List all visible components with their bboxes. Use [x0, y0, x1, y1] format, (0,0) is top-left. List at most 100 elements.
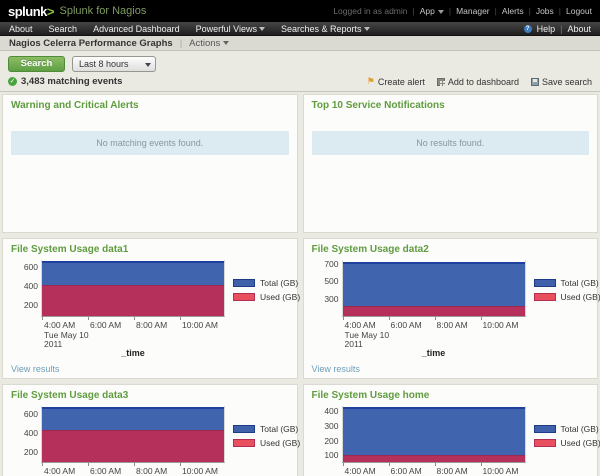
- x-tick-label: 8:00 AM: [136, 466, 168, 476]
- x-tick-mark: [434, 317, 436, 320]
- legend-label: Total (GB): [260, 424, 299, 434]
- y-tick-label: 300: [324, 293, 339, 304]
- menu-bar: About Search Advanced Dashboard Powerful…: [0, 22, 600, 36]
- legend-entry: Used (GB): [233, 438, 300, 448]
- legend-swatch: [233, 439, 255, 447]
- panel-file-system-usage-data1: File System Usage data1 200 400 600 4:00 AM…: [2, 238, 300, 379]
- jobs-link[interactable]: Jobs: [535, 6, 554, 16]
- separator: |: [179, 37, 183, 49]
- menu-item-search[interactable]: Search: [48, 23, 78, 34]
- legend-swatch: [533, 293, 556, 301]
- search-controls: Search Last 8 hours ✓ 3,483 matching eve…: [0, 51, 600, 92]
- check-icon: ✓: [8, 77, 17, 86]
- menu-item-about[interactable]: About: [9, 23, 33, 34]
- menu-item-advanced-dashboard[interactable]: Advanced Dashboard: [93, 23, 180, 34]
- matching-events-count: 3,483 matching events: [21, 76, 123, 87]
- x-tick-label: 4:00 AM Tue May 10 2011: [344, 320, 390, 349]
- about-link[interactable]: About: [567, 23, 591, 34]
- y-tick-label: 200: [23, 446, 38, 457]
- view-results-link[interactable]: View results: [311, 364, 360, 374]
- stacked-area-chart: 300 500 700 4:00 AM Tue May 10 2011 6:00 AM 8…: [312, 259, 600, 362]
- x-tick-mark: [434, 463, 436, 466]
- menu-item-powerful-views[interactable]: Powerful Views: [196, 24, 265, 34]
- legend-label: Used (GB): [260, 438, 301, 448]
- separator: |: [558, 6, 561, 16]
- help-icon: ?: [523, 24, 532, 33]
- y-tick-label: 400: [23, 280, 38, 291]
- time-range-picker[interactable]: Last 8 hours: [72, 56, 156, 72]
- legend-label: Used (GB): [560, 438, 600, 448]
- x-tick-mark: [88, 317, 89, 320]
- actions-menu[interactable]: Actions: [189, 38, 230, 49]
- flag-icon: ⚑: [366, 76, 375, 86]
- manager-link[interactable]: Manager: [456, 6, 490, 16]
- used-area: [42, 285, 224, 316]
- no-results-message: No results found.: [311, 131, 589, 155]
- search-button[interactable]: Search: [8, 56, 65, 72]
- x-tick-label: 10:00 AM: [482, 320, 519, 330]
- chevron-down-icon: [145, 63, 151, 67]
- y-tick-label: 500: [324, 276, 339, 287]
- x-tick-mark: [180, 463, 181, 466]
- panel-title: File System Usage data3: [11, 390, 129, 401]
- chart-plot: 100 200 300 400 4:00 AM Tue May 10 20116:00 …: [324, 406, 526, 476]
- breadcrumb-bar: Nagios Celerra Performance Graphs | Acti…: [0, 36, 600, 51]
- add-to-dashboard-link[interactable]: Add to dashboard: [436, 77, 519, 87]
- legend-entry: Used (GB): [533, 438, 600, 448]
- x-tick-mark: [480, 317, 482, 320]
- legend-swatch: [533, 439, 556, 447]
- legend-label: Total (GB): [560, 424, 599, 434]
- legend-swatch: [533, 425, 556, 433]
- panel-file-system-usage-home: File System Usage home 100 200 300 400 4:00 …: [302, 384, 600, 476]
- chevron-down-icon: [223, 40, 230, 45]
- x-tick-label: 4:00 AM Tue May 10 2011: [44, 466, 89, 476]
- y-tick-label: 600: [23, 261, 38, 272]
- y-tick-label: 200: [23, 299, 38, 310]
- menu-item-searches-reports[interactable]: Searches & Reports: [281, 24, 370, 34]
- legend-entry: Used (GB): [233, 292, 300, 302]
- y-tick-label: 400: [324, 406, 339, 417]
- help-link[interactable]: Help: [536, 23, 556, 34]
- view-results-link[interactable]: View results: [11, 364, 60, 374]
- x-tick-mark: [180, 317, 181, 320]
- legend-entry: Total (GB): [233, 278, 300, 288]
- legend-swatch: [233, 425, 255, 433]
- chart-legend: Total (GB) Used (GB): [533, 424, 600, 452]
- alerts-link[interactable]: Alerts: [501, 6, 524, 16]
- x-tick-label: 4:00 AM Tue May 10 2011: [344, 466, 390, 476]
- x-tick-mark: [342, 317, 344, 320]
- y-tick-label: 600: [23, 408, 38, 419]
- logout-link[interactable]: Logout: [566, 6, 592, 16]
- no-results-message: No matching events found.: [11, 131, 289, 155]
- legend-swatch: [233, 279, 255, 287]
- legend-label: Used (GB): [560, 292, 600, 302]
- x-tick-label: 10:00 AM: [182, 466, 218, 476]
- chart-legend: Total (GB) Used (GB): [233, 278, 300, 306]
- x-tick-mark: [134, 317, 135, 320]
- save-icon: [530, 77, 539, 86]
- create-alert-link[interactable]: ⚑ Create alert: [366, 76, 425, 87]
- app-bar: splunk > Splunk for Nagios Logged in as …: [0, 0, 600, 22]
- panel-warning-critical-alerts: Warning and Critical Alerts No matching …: [2, 94, 298, 233]
- chart-legend: Total (GB) Used (GB): [533, 278, 600, 306]
- total-area: [342, 406, 525, 462]
- x-tick-mark: [42, 317, 43, 320]
- logged-in-status: Logged in as admin: [333, 6, 408, 16]
- separator: |: [448, 6, 452, 16]
- legend-swatch: [233, 293, 255, 301]
- chart-legend: Total (GB) Used (GB): [233, 424, 300, 452]
- y-tick-label: 300: [324, 421, 339, 431]
- save-search-link[interactable]: Save search: [530, 77, 592, 87]
- legend-entry: Used (GB): [533, 292, 600, 302]
- y-tick-label: 400: [23, 427, 38, 438]
- app-menu-link[interactable]: App: [420, 6, 444, 16]
- dashboard-grid-icon: [436, 77, 445, 86]
- panel-title: File System Usage data1: [11, 244, 129, 255]
- chevron-down-icon: [437, 9, 444, 14]
- x-tick-label: 8:00 AM: [436, 466, 468, 476]
- x-tick-mark: [342, 463, 344, 466]
- x-tick-mark: [388, 317, 390, 320]
